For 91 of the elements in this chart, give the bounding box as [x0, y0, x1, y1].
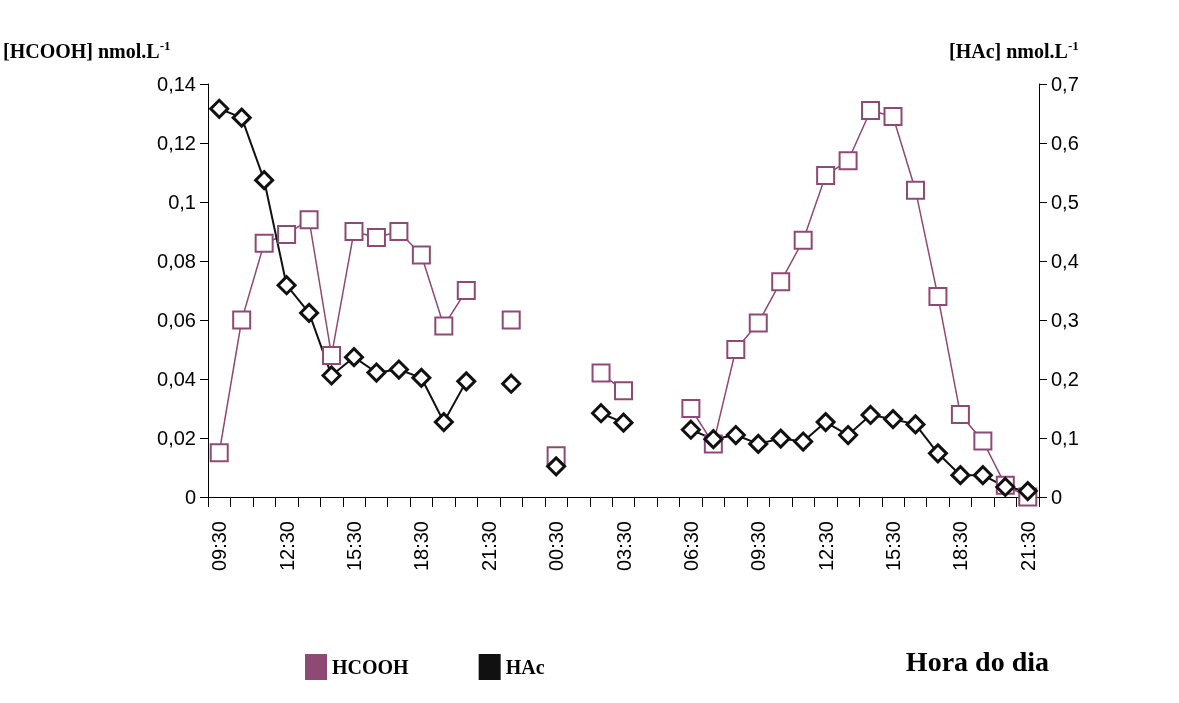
point — [254, 233, 274, 253]
point — [725, 425, 746, 446]
legend-label: HAc — [505, 656, 545, 678]
y2-tick-label: 0,7 — [1051, 73, 1079, 95]
y-tick-label: 0,1 — [168, 191, 196, 213]
point — [1017, 481, 1038, 502]
point — [389, 222, 409, 241]
point — [748, 313, 768, 333]
x-tick-label: 18:30 — [410, 521, 433, 572]
point — [501, 310, 521, 330]
point — [883, 409, 904, 430]
y-tick-label: 0 — [184, 486, 196, 508]
point — [905, 414, 926, 435]
point — [299, 302, 320, 323]
point — [972, 465, 993, 486]
x-tick-label: 15:30 — [342, 521, 365, 572]
y-tick-label: 0,04 — [157, 368, 196, 390]
y-tick-label: 0,02 — [157, 427, 196, 449]
point — [816, 165, 836, 185]
point — [276, 275, 297, 296]
point — [366, 362, 387, 383]
x-tick-label: 18:30 — [949, 521, 972, 572]
point — [322, 345, 342, 365]
point — [254, 170, 275, 191]
point — [861, 101, 881, 121]
point — [277, 224, 297, 244]
point — [838, 151, 858, 171]
y-tick-label: 0,08 — [157, 250, 196, 272]
point — [883, 106, 903, 126]
point — [838, 425, 859, 446]
point — [748, 433, 769, 454]
x-tick-label: 03:30 — [612, 521, 635, 572]
point — [546, 456, 567, 477]
point — [905, 180, 925, 200]
point — [299, 210, 319, 230]
y-tick-label: 0,12 — [157, 132, 196, 154]
y-tick-label: 0,06 — [157, 309, 196, 331]
point — [614, 381, 633, 401]
point — [209, 443, 229, 463]
point — [388, 359, 409, 380]
point — [411, 245, 431, 265]
x-tick-label: 06:30 — [679, 521, 702, 572]
point — [456, 371, 477, 392]
x-tick-label: 00:30 — [545, 521, 568, 572]
point — [973, 431, 993, 451]
point — [928, 286, 948, 306]
y2-tick-label: 0 — [1051, 486, 1063, 508]
x-axis-title: Hora do dia — [905, 645, 1050, 677]
point — [366, 227, 386, 247]
point — [771, 272, 791, 292]
point — [591, 363, 611, 383]
y2-tick-label: 0,6 — [1051, 132, 1079, 154]
point — [793, 431, 814, 452]
point — [950, 404, 970, 424]
y2-tick-label: 0,2 — [1051, 368, 1079, 390]
point — [343, 347, 364, 368]
point — [232, 310, 252, 330]
point — [456, 281, 476, 300]
point — [793, 230, 813, 250]
point — [411, 367, 432, 388]
y2-tick-label: 0,4 — [1051, 250, 1079, 272]
x-tick-label: 21:30 — [1016, 521, 1039, 572]
point — [860, 404, 881, 425]
y2-tick-label: 0,5 — [1051, 191, 1079, 213]
legend-label: HCOOH — [332, 656, 410, 678]
x-tick-label: 09:30 — [747, 521, 770, 572]
point — [344, 222, 364, 241]
x-tick-label: 12:30 — [275, 521, 298, 572]
point — [703, 429, 724, 450]
x-tick-label: 09:30 — [208, 521, 231, 572]
point — [815, 412, 836, 433]
point — [209, 98, 230, 119]
y-tick-label: 0,14 — [157, 73, 196, 95]
point — [591, 403, 612, 424]
x-tick-label: 21:30 — [477, 521, 500, 572]
point — [434, 316, 454, 336]
point — [681, 399, 701, 418]
x-tick-label: 15:30 — [882, 521, 905, 572]
point — [613, 412, 634, 433]
y2-tick-label: 0,3 — [1051, 309, 1079, 331]
point — [680, 419, 701, 440]
point — [321, 365, 342, 386]
y2-tick-label: 0,1 — [1051, 427, 1079, 449]
point — [927, 443, 948, 464]
point — [770, 428, 791, 449]
point — [726, 340, 746, 359]
point — [950, 465, 971, 486]
point — [231, 107, 252, 128]
point — [501, 373, 522, 394]
point — [433, 412, 454, 433]
x-tick-label: 12:30 — [814, 521, 837, 572]
